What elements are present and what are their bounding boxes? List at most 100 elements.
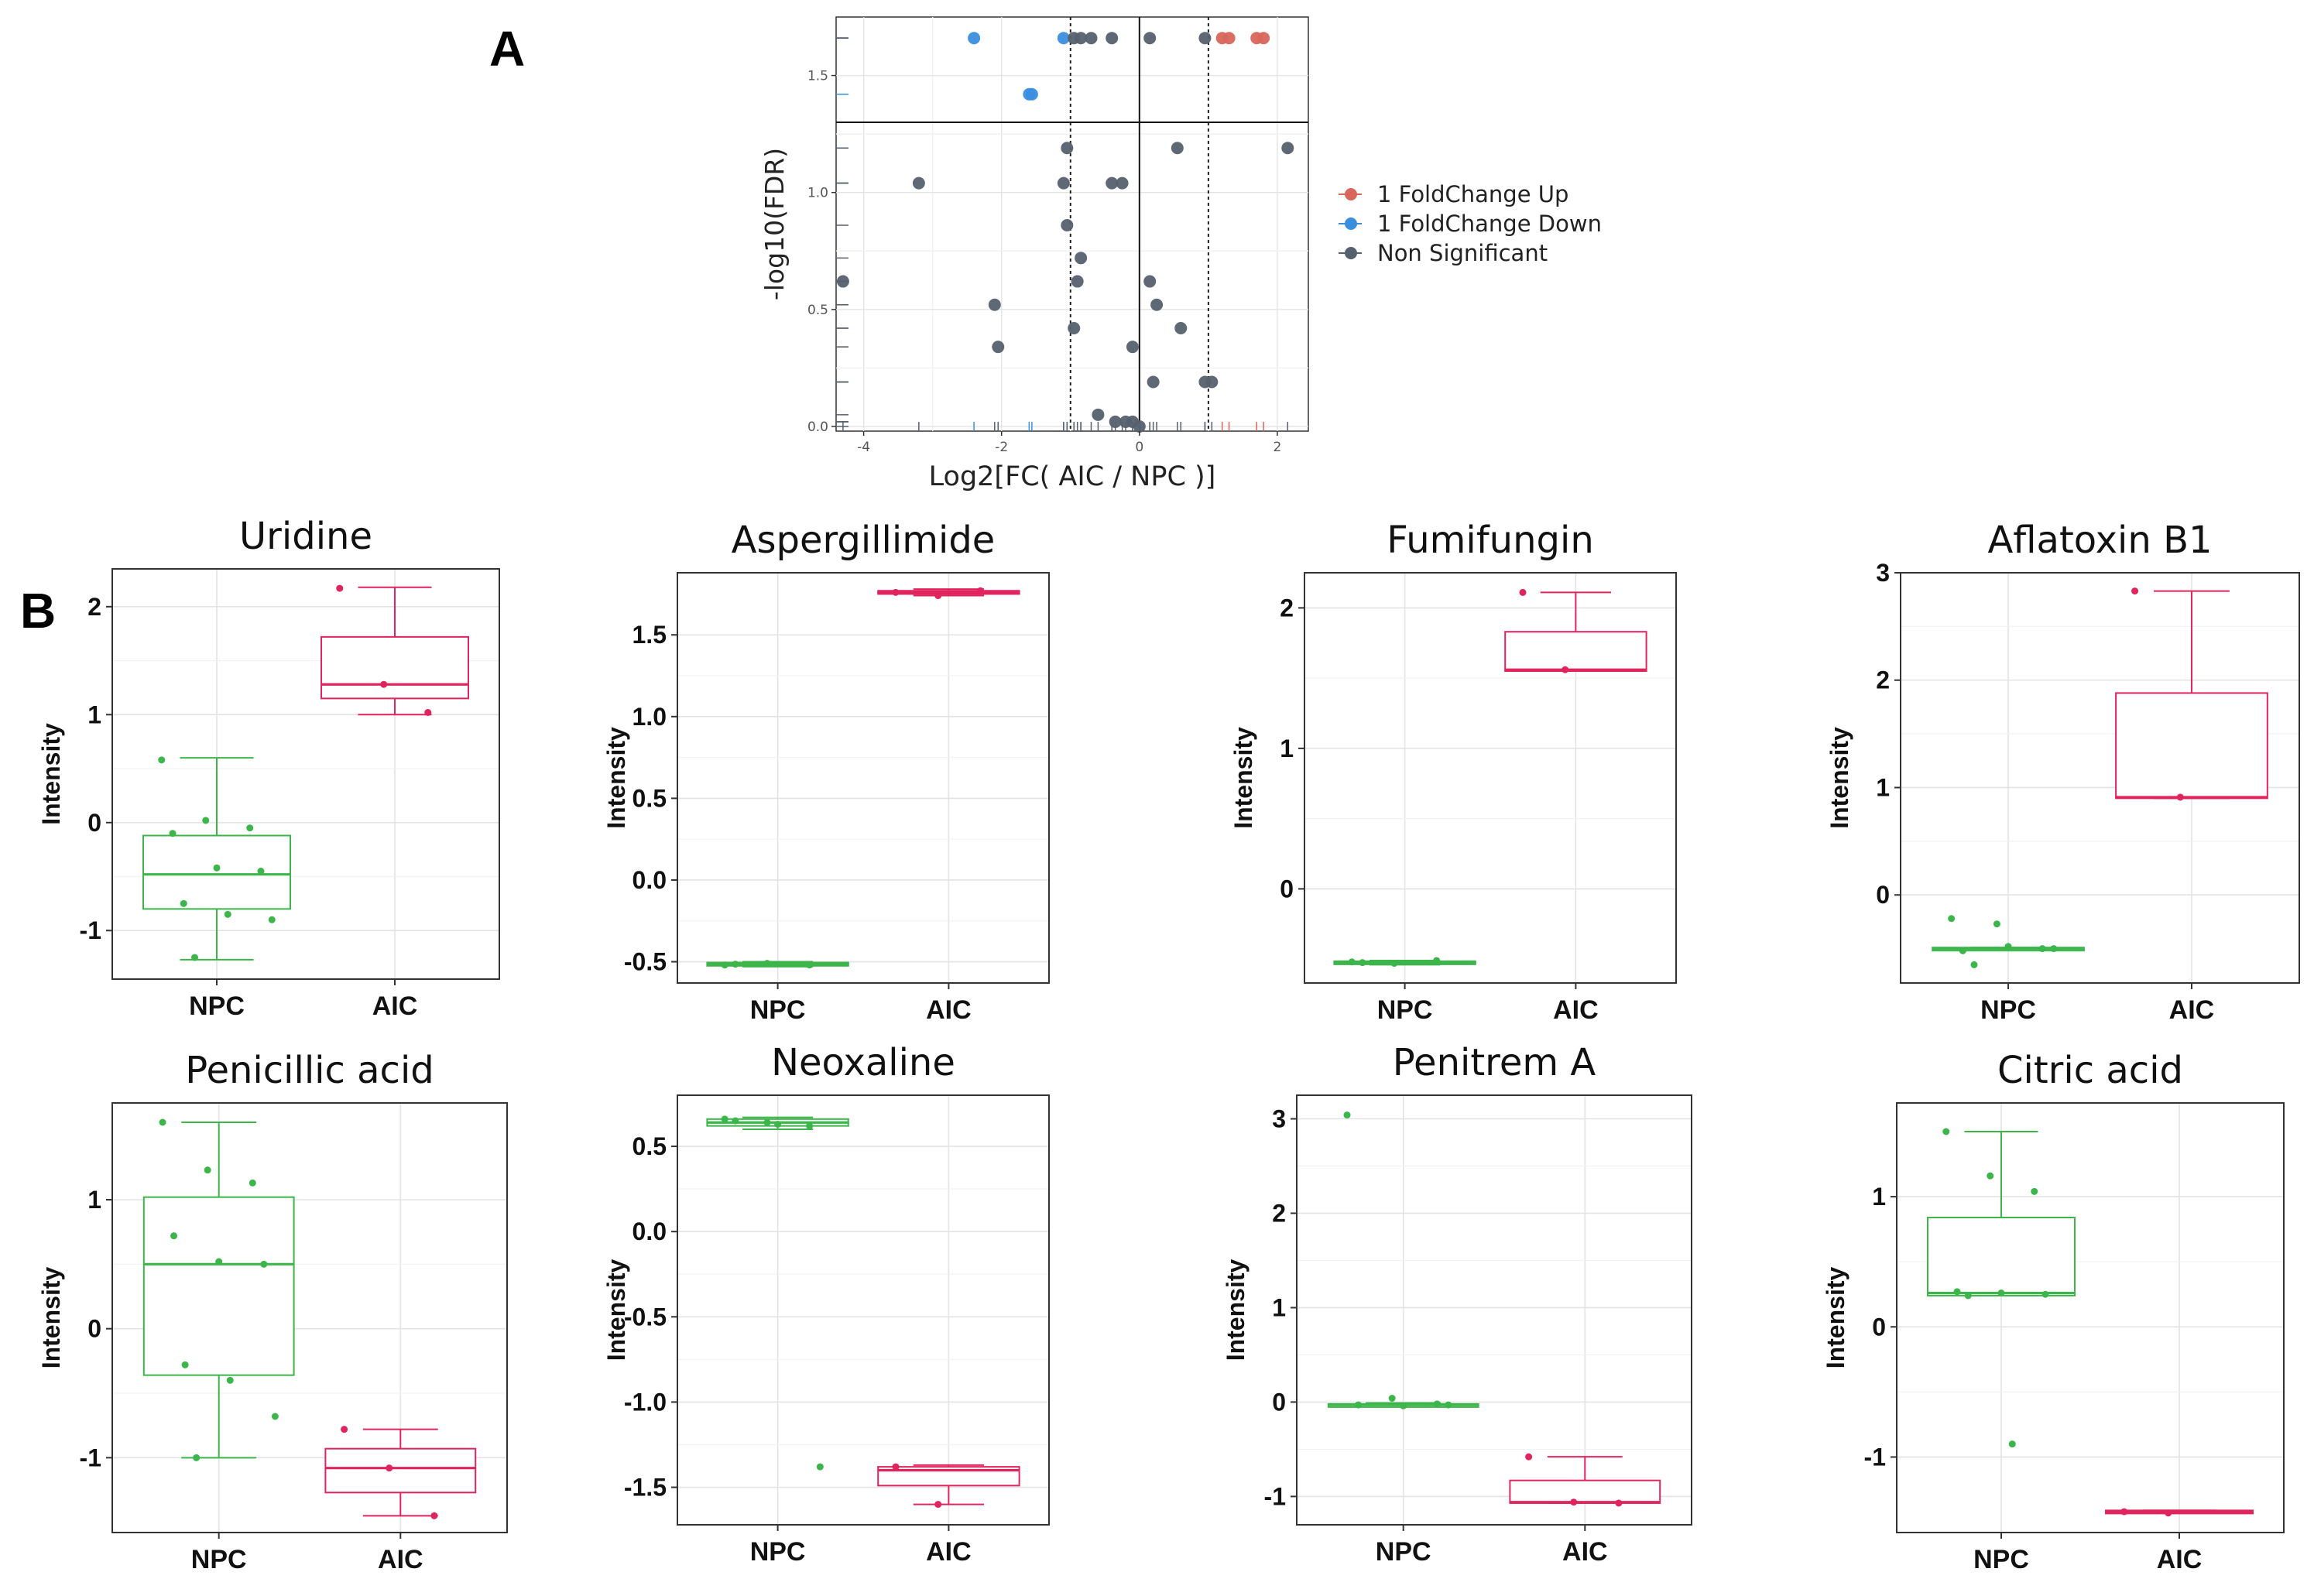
volcano-y-tick-label: 1.5 (807, 69, 828, 84)
box-y-tick-label: 0.0 (632, 1218, 667, 1245)
box-point (180, 899, 187, 907)
box-point (193, 1454, 201, 1461)
volcano-point (1025, 87, 1038, 101)
volcano-plot: -4 -2 0 2 0.0 0.5 1.0 1.5 Log2[FC( AIC / NPC )] -… (759, 16, 1309, 492)
box-y-tick-label: 0 (1876, 881, 1890, 909)
legend-item-ns: Non Significant (1335, 238, 1602, 268)
box-point (336, 584, 344, 592)
box-y-tick-label: 0.5 (632, 784, 667, 812)
volcano-x-tick-label: 2 (1274, 440, 1282, 455)
box-point (1433, 957, 1441, 964)
box-y-tick-label: 1 (87, 1186, 101, 1214)
box-x-tick-label: AIC (926, 995, 972, 1025)
box-y-tick-label: 1 (1872, 1183, 1886, 1211)
box-y-tick-label: 2 (1272, 1199, 1286, 1227)
box-x-tick-label: AIC (2157, 1545, 2203, 1574)
box-point (1987, 1172, 1994, 1180)
box-point (249, 1179, 256, 1187)
boxplot-aspergillimide: -0.5 0.0 0.5 1.0 1.5 NPC AIC Aspergillimide Inte… (602, 519, 1050, 1025)
box-panel-frame (111, 1102, 508, 1533)
volcano-x-axis-label: Log2[FC( AIC / NPC )] (929, 461, 1216, 492)
box-point (341, 1426, 348, 1433)
legend-ns-label: Non Significant (1377, 240, 1548, 266)
box-y-tick-label: 2 (1280, 594, 1294, 622)
box-point (268, 916, 276, 923)
box-y-axis-label: Intensity (1822, 1267, 1849, 1369)
box-y-tick-label: 1 (87, 700, 101, 728)
box-panel-frame (111, 568, 500, 980)
box-point (892, 1463, 900, 1471)
box-x-tick-label: NPC (750, 1537, 806, 1567)
box-point (430, 1512, 438, 1519)
volcano-point (1150, 298, 1164, 311)
volcano-point (1171, 142, 1184, 155)
box-point (1348, 958, 1356, 966)
box-point (159, 1118, 166, 1126)
volcano-x-tick-label: -4 (857, 440, 870, 455)
legend-item-up: 1 FoldChange Up (1335, 180, 1602, 209)
box-panel-bg (1897, 1103, 2284, 1533)
box-y-tick-label: 0.5 (632, 1132, 667, 1160)
boxplot-uridine: -1 0 1 2 NPC AIC Uridine Intensity (37, 515, 500, 1021)
box-y-tick-label: 1 (1272, 1293, 1286, 1321)
box-point (181, 1361, 189, 1368)
volcano-point (992, 341, 1005, 354)
box-y-tick-label: 1.5 (632, 621, 667, 649)
box-point (1343, 1111, 1351, 1119)
box-panel-bg (112, 569, 499, 979)
box-y-tick-label: 0 (87, 1315, 101, 1343)
box-point (424, 709, 432, 716)
box-x-tick-label: AIC (1562, 1537, 1608, 1567)
box-point (806, 961, 814, 969)
box-point (1964, 1292, 1972, 1300)
box-y-axis-label: Intensity (1222, 1259, 1250, 1361)
box-point (2131, 587, 2139, 595)
box-iqr (142, 1196, 295, 1376)
volcano-point (1071, 275, 1084, 288)
legend-item-down: 1 FoldChange Down (1335, 209, 1602, 238)
box-y-axis-label: Intensity (1229, 727, 1257, 829)
volcano-point (1068, 322, 1081, 335)
panel-label-b: B (20, 583, 57, 639)
box-point (1390, 960, 1398, 968)
volcano-point (1205, 375, 1219, 389)
box-title: Penicillic acid (185, 1049, 434, 1092)
box-point (1953, 1288, 1961, 1296)
box-panel-frame (1304, 572, 1677, 984)
box-point (2165, 1509, 2172, 1517)
box-point (1359, 959, 1366, 967)
volcano-point (1147, 375, 1160, 389)
box-y-tick-label: 2 (1876, 666, 1890, 694)
box-point (1948, 915, 1956, 923)
volcano-point (1143, 275, 1157, 288)
box-title: Uridine (239, 515, 372, 558)
box-y-tick-label: 0 (1280, 875, 1294, 902)
box-point (271, 1413, 279, 1420)
box-point (2041, 1290, 2049, 1298)
volcano-point (912, 176, 925, 190)
box-y-tick-label: -1 (80, 916, 101, 944)
box-iqr (1509, 1479, 1661, 1504)
box-x-tick-label: NPC (1973, 1545, 2029, 1574)
volcano-point (1075, 32, 1088, 45)
box-panel-frame (677, 1094, 1050, 1526)
box-y-axis-label: Intensity (1825, 727, 1853, 829)
box-y-tick-label: -1 (80, 1444, 101, 1471)
box-point (1445, 1401, 1452, 1409)
box-point (763, 960, 771, 968)
box-point (1433, 1400, 1441, 1408)
box-y-tick-label: 1.0 (632, 703, 667, 731)
box-point (721, 1115, 728, 1123)
box-point (1959, 947, 1966, 954)
box-iqr (324, 1447, 477, 1494)
box-title: Penitrem A (1393, 1041, 1596, 1084)
box-y-tick-label: 0.0 (632, 866, 667, 894)
box-point (215, 1258, 223, 1265)
box-y-tick-label: 0 (1872, 1313, 1886, 1341)
box-point (763, 1118, 771, 1126)
box-point (226, 1376, 234, 1384)
volcano-point (1061, 142, 1074, 155)
box-point (721, 961, 728, 969)
box-point (1519, 588, 1527, 596)
box-point (1570, 1498, 1578, 1506)
